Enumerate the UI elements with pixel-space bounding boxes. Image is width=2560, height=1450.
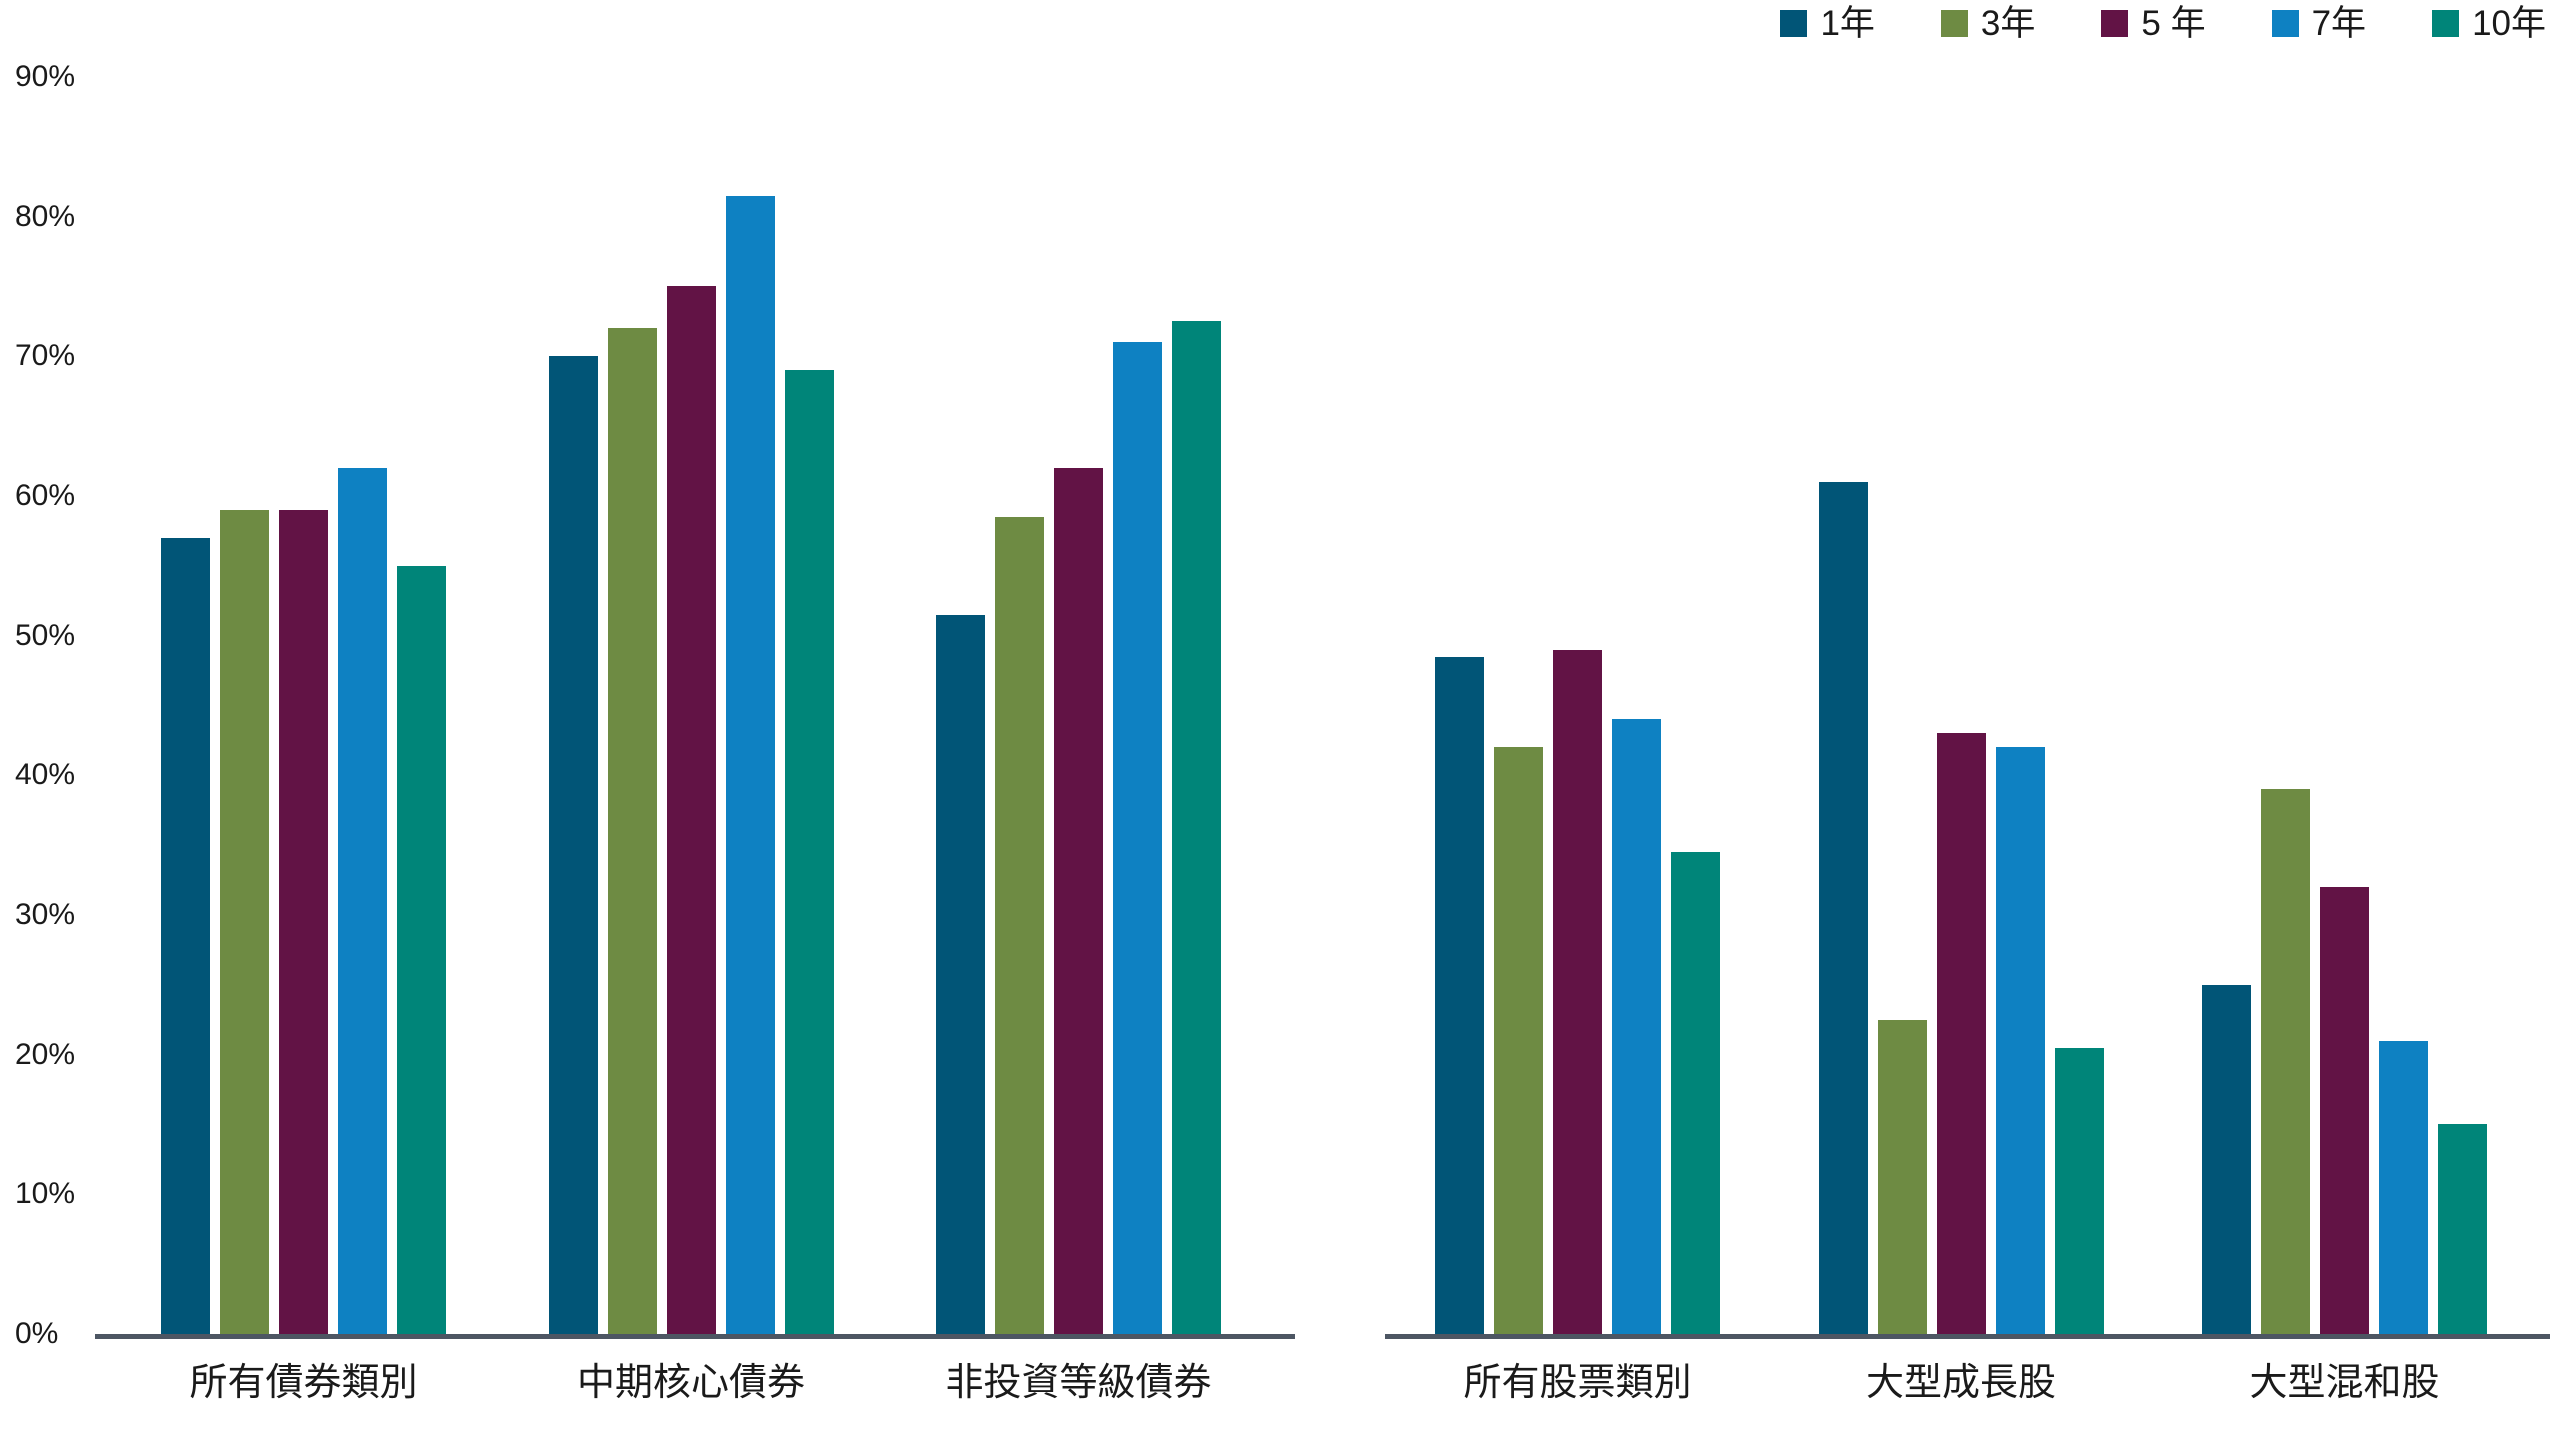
bar-大型成長股-5 年	[1936, 733, 1986, 1334]
bar-所有債券類別-10年	[397, 566, 446, 1334]
y-tick-label-80: 80%	[15, 199, 76, 233]
bond-chart-panel: 所有債券類別 中期核心債券 非投資等級債券	[95, 77, 1295, 1404]
category-label: 大型混和股	[2249, 1362, 2440, 1404]
bar-group-所有股票類別: 所有股票類別	[1435, 650, 1720, 1404]
bar-大型混和股-7年	[2379, 1041, 2428, 1334]
legend-label: 7年	[2311, 4, 2367, 43]
bar-所有股票類別-7年	[1612, 719, 1661, 1334]
legend-item-3年: 3年	[1940, 4, 2036, 43]
y-tick-label-50: 50%	[15, 618, 76, 652]
bar-中期核心債券-3年	[607, 328, 657, 1334]
bar-中期核心債券-10年	[784, 370, 834, 1334]
bar-大型成長股-7年	[1995, 747, 2045, 1334]
bar-大型混和股-1年	[2202, 985, 2251, 1334]
legend-item-1年: 1年	[1780, 4, 1875, 43]
category-label: 中期核心債券	[576, 1362, 806, 1404]
bar-中期核心債券-7年	[725, 196, 775, 1334]
bar-非投資等級債券-10年	[1172, 321, 1221, 1334]
bar-中期核心債券-1年	[548, 356, 598, 1334]
bar-group-所有債券類別: 所有債券類別	[161, 468, 446, 1404]
bar-所有股票類別-5 年	[1553, 650, 1602, 1334]
bar-group-大型成長股: 大型成長股	[1818, 482, 2104, 1404]
y-tick-label-30: 30%	[15, 898, 76, 931]
legend-swatch-icon	[1780, 10, 1808, 37]
y-tick-label-60: 60%	[15, 479, 76, 512]
bar-中期核心債券-5 年	[666, 286, 716, 1334]
bar-大型混和股-3年	[2261, 789, 2310, 1334]
category-label: 大型成長股	[1865, 1362, 2057, 1404]
bar-group-中期核心債券: 中期核心債券	[548, 196, 834, 1404]
bar-非投資等級債券-3年	[995, 517, 1044, 1334]
y-tick-label-40: 40%	[15, 758, 76, 792]
bar-大型成長股-1年	[1818, 482, 1868, 1334]
bar-大型混和股-10年	[2438, 1124, 2487, 1334]
bar-非投資等級債券-1年	[936, 615, 985, 1334]
category-label: 所有股票類別	[1463, 1362, 1692, 1404]
x-axis-line-right	[1385, 1334, 2550, 1339]
legend-swatch-icon	[2271, 10, 2299, 37]
y-tick-label-90: 90%	[15, 60, 76, 93]
legend-swatch-icon	[1940, 10, 1968, 37]
legend-label: 1年	[1820, 4, 1875, 43]
bar-group-大型混和股: 大型混和股	[2202, 789, 2487, 1404]
legend-item-7年: 7年	[2271, 4, 2367, 43]
bar-所有債券類別-7年	[338, 468, 387, 1334]
stock-chart-panel: 所有股票類別 大型成長股 大型混和股	[1385, 77, 2550, 1404]
bar-所有股票類別-1年	[1435, 657, 1484, 1334]
y-tick-label-0: 0%	[15, 1317, 59, 1350]
bar-所有股票類別-10年	[1671, 852, 1720, 1334]
bar-非投資等級債券-5 年	[1054, 468, 1103, 1334]
legend-label: 3年	[1980, 4, 2036, 43]
legend-swatch-icon	[2101, 10, 2129, 37]
x-axis-line-left	[95, 1334, 1295, 1339]
bar-group-非投資等級債券: 非投資等級債券	[936, 321, 1221, 1404]
bar-大型混和股-5 年	[2320, 887, 2369, 1334]
legend-item-10年: 10年	[2432, 6, 2546, 41]
chart-legend: 1年 3年 5 年 7年 10年	[1780, 6, 2546, 41]
bar-大型成長股-10年	[2054, 1048, 2104, 1334]
legend-label: 10年	[2472, 4, 2546, 43]
bar-所有債券類別-1年	[161, 538, 210, 1334]
legend-swatch-icon	[2432, 10, 2460, 37]
bar-大型成長股-3年	[1877, 1020, 1927, 1334]
legend-item-5 年: 5 年	[2101, 4, 2206, 43]
category-label: 所有債券類別	[189, 1362, 418, 1404]
y-tick-label-20: 20%	[15, 1037, 76, 1071]
y-tick-label-70: 70%	[15, 339, 76, 373]
bar-所有債券類別-5 年	[279, 510, 328, 1334]
category-label: 非投資等級債券	[945, 1362, 1212, 1404]
y-tick-label-10: 10%	[15, 1177, 76, 1211]
legend-label: 5 年	[2141, 4, 2206, 43]
bar-所有股票類別-3年	[1494, 747, 1543, 1334]
bar-非投資等級債券-7年	[1113, 342, 1162, 1334]
bar-所有債券類別-3年	[220, 510, 269, 1334]
